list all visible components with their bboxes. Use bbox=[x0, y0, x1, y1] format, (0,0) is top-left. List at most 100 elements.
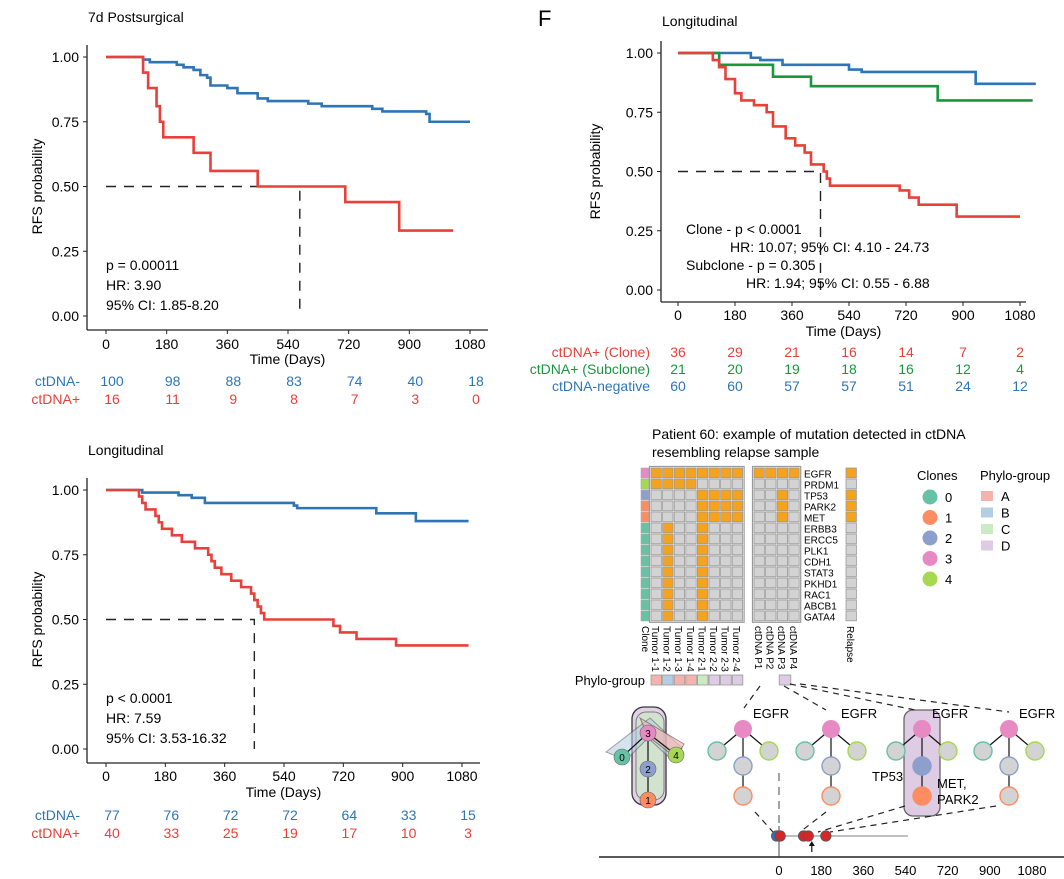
mutation-cell-present bbox=[662, 555, 674, 567]
risk-table-value: 11 bbox=[165, 391, 180, 407]
mutation-cell-present bbox=[697, 500, 709, 512]
tree-node-clone-0 bbox=[973, 741, 993, 761]
risk-table-value: 0 bbox=[472, 391, 480, 407]
relapse-cell bbox=[845, 566, 857, 578]
tree-node-clone-4 bbox=[667, 746, 685, 764]
mutation-cell-absent bbox=[765, 533, 777, 545]
y-tick-label: 0.50 bbox=[52, 179, 79, 195]
mutation-cell-absent bbox=[776, 544, 789, 556]
heatmap-title-line2: resembling relapse sample bbox=[652, 444, 820, 460]
legend-phylo-swatch bbox=[981, 524, 993, 534]
mutation-cell-absent bbox=[685, 566, 697, 578]
mutation-cell-absent bbox=[788, 555, 800, 567]
relapse-cell bbox=[845, 588, 857, 600]
tree-node-clone-3 bbox=[1000, 720, 1018, 738]
relapse-cell bbox=[845, 478, 857, 490]
legend-clone-label: 0 bbox=[945, 490, 952, 505]
clone-cell bbox=[640, 599, 650, 611]
legend-clone-swatch bbox=[922, 571, 938, 587]
risk-table-value: 74 bbox=[347, 373, 363, 389]
column-label: ctDNA P4 bbox=[787, 626, 798, 670]
column-label: Tumor 2-4 bbox=[730, 626, 741, 672]
x-tick-label: 720 bbox=[894, 307, 918, 323]
y-tick-label: 0.00 bbox=[626, 282, 653, 298]
timepoint-ctdna bbox=[802, 830, 814, 842]
risk-table-value: 76 bbox=[164, 807, 180, 823]
risk-table-value: 64 bbox=[342, 807, 358, 823]
mutation-cell-absent bbox=[731, 478, 744, 490]
mutation-cell-present bbox=[720, 511, 732, 523]
risk-table-value: 3 bbox=[464, 825, 472, 841]
x-tick-label: 540 bbox=[272, 768, 296, 784]
x-tick-label: 360 bbox=[780, 307, 804, 323]
risk-table-value: 18 bbox=[841, 361, 857, 377]
mutation-cell-absent bbox=[765, 522, 777, 534]
mutation-cell-absent bbox=[788, 478, 800, 490]
legend-phylo-swatch bbox=[981, 491, 993, 501]
chart-title-longitudinal-f: Longitudinal bbox=[662, 13, 738, 29]
mutation-cell-absent bbox=[720, 478, 732, 490]
mutation-cell-absent bbox=[731, 555, 744, 567]
y-tick-label: 0.25 bbox=[626, 223, 653, 239]
tree-node-clone-3 bbox=[913, 720, 931, 738]
mutation-cell-absent bbox=[708, 555, 720, 567]
mutation-cell-present bbox=[662, 599, 674, 611]
tree-node-clone-1 bbox=[999, 786, 1019, 806]
mutation-cell-present bbox=[662, 467, 674, 479]
legend-phylo-label: C bbox=[1001, 522, 1010, 537]
mutation-cell-absent bbox=[788, 588, 800, 600]
mutation-cell-present bbox=[662, 577, 674, 589]
mutation-cell-absent bbox=[788, 610, 800, 622]
clone-cell bbox=[640, 478, 650, 490]
mutation-cell-absent bbox=[708, 522, 720, 534]
mutation-cell-absent bbox=[720, 566, 732, 578]
annotation-line: p = 0.00011 bbox=[106, 257, 180, 273]
legend-phylo-swatch bbox=[981, 540, 993, 551]
tree-node-clone-0 bbox=[707, 741, 727, 761]
mutation-cell-present bbox=[697, 566, 709, 578]
column-label: Tumor 2-3 bbox=[719, 626, 730, 672]
relapse-cell bbox=[845, 500, 857, 512]
risk-table-value: 36 bbox=[670, 344, 686, 360]
mutation-cell-absent bbox=[788, 500, 800, 512]
y-tick-label: 0.00 bbox=[52, 308, 79, 324]
column-label: Tumor 2-1 bbox=[695, 626, 706, 672]
tree-node-clone-2 bbox=[912, 756, 932, 776]
mutation-cell-absent bbox=[685, 555, 697, 567]
mutation-cell-absent bbox=[731, 599, 744, 611]
median-dashed-line bbox=[678, 170, 822, 290]
x-tick-label: 540 bbox=[837, 307, 861, 323]
mutation-heatmap: EGFRPRDM1TP53PARK2METERBB3ERCC5PLK1CDH1S… bbox=[575, 465, 857, 688]
clone-trees: 3 0 4 2 1 EGFR EGFR EGFR EGFR TP53 MET,PARK2 0 180 36… bbox=[599, 683, 1064, 878]
connector-dashed-line bbox=[817, 805, 906, 833]
column-label: Tumor 1-4 bbox=[684, 626, 695, 672]
gene-label: PKHD1 bbox=[804, 580, 838, 591]
phylo-cell bbox=[708, 674, 721, 686]
mutation-cell-absent bbox=[731, 544, 744, 556]
mutation-cell-absent bbox=[731, 566, 744, 578]
risk-table-label: ctDNA- bbox=[35, 373, 80, 389]
mutation-cell-absent bbox=[753, 489, 765, 501]
phylo-cell bbox=[650, 674, 663, 686]
legend-clone-swatch bbox=[922, 551, 938, 566]
tree-gene-label: EGFR bbox=[753, 706, 789, 721]
legend-phylo-label: D bbox=[1001, 539, 1010, 554]
mutation-cell-absent bbox=[673, 511, 686, 523]
mutation-cell-absent bbox=[685, 588, 697, 600]
phylo-cell bbox=[731, 674, 744, 686]
clone-cell bbox=[640, 511, 650, 523]
mutation-cell-absent bbox=[765, 577, 777, 589]
mutation-cell-absent bbox=[720, 555, 732, 567]
mutation-cell-present bbox=[697, 599, 709, 611]
y-tick-label: 0.25 bbox=[52, 243, 79, 259]
mutation-cell-present bbox=[662, 522, 674, 534]
mutation-cell-absent bbox=[650, 511, 662, 523]
mutation-cell-present bbox=[708, 511, 720, 523]
annotation-line: HR: 7.59 bbox=[106, 710, 161, 726]
mutation-cell-present bbox=[697, 577, 709, 589]
risk-table-value: 2 bbox=[1016, 344, 1024, 360]
phylo-cell bbox=[720, 674, 732, 686]
x-tick-label: 720 bbox=[337, 336, 361, 352]
legend-phylo-label: B bbox=[1001, 506, 1010, 521]
mutation-cell-present bbox=[697, 467, 709, 479]
